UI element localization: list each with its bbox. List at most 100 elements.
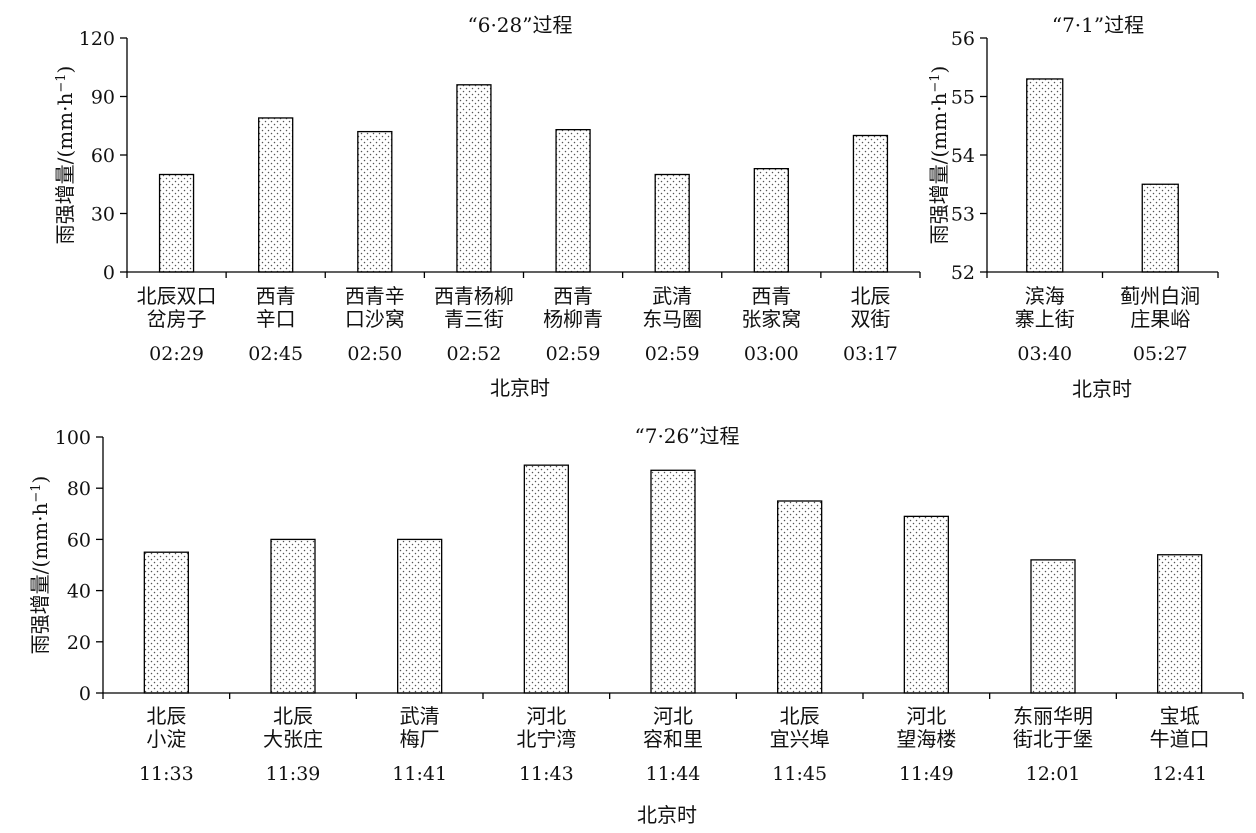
bar <box>523 464 569 694</box>
category-label-line2: 宜兴埠 <box>770 727 830 751</box>
category-time-label: 12:01 <box>1026 763 1081 785</box>
category-label-line2: 梅厂 <box>400 727 440 751</box>
bar <box>1141 183 1179 273</box>
y-tick-label: 120 <box>79 28 115 50</box>
bar <box>143 551 189 694</box>
y-tick-label: 52 <box>951 262 975 284</box>
category-label-line2: 牛道口 <box>1150 727 1210 751</box>
bar <box>753 167 789 273</box>
category-time-label: 12:41 <box>1152 763 1207 785</box>
y-axis-label-close: ) <box>28 476 52 484</box>
bar <box>1030 559 1076 694</box>
category-label-line2: 口沙窝 <box>345 307 405 331</box>
y-axis-label: 雨强增量/(mm·h−1) <box>927 66 951 245</box>
category-label-line1: 东丽华明 <box>1013 704 1093 728</box>
category-time-label: 11:44 <box>646 763 701 785</box>
category-label-line2: 庄果峪 <box>1130 307 1190 331</box>
y-axis-label: 雨强增量/(mm·h−1) <box>28 476 52 655</box>
bar <box>158 173 195 273</box>
category-time-label: 02:50 <box>347 343 402 365</box>
chart-title: “7·26”过程 <box>635 424 740 448</box>
y-tick-label: 53 <box>951 204 975 226</box>
category-label-line2: 容和里 <box>643 727 703 751</box>
category-time-label: 02:59 <box>645 343 700 365</box>
category-time-label: 11:33 <box>139 763 194 785</box>
category-label-line1: 宝坻 <box>1160 704 1200 728</box>
category-label-line1: 蓟州白涧 <box>1120 284 1200 308</box>
y-tick-label: 60 <box>91 145 115 167</box>
x-axis-label: 北京时 <box>1072 377 1132 401</box>
category-label-line2: 杨柳青 <box>543 307 603 331</box>
category-label-line2: 街北于堡 <box>1013 727 1093 751</box>
chart-title: “6·28”过程 <box>468 13 573 37</box>
category-label-line2: 东马圈 <box>642 307 702 331</box>
y-axis-label-exponent: −1 <box>928 73 943 92</box>
y-tick-label: 54 <box>951 145 975 167</box>
category-label-line1: 北辰 <box>850 284 890 308</box>
y-tick-label: 55 <box>951 87 975 109</box>
category-label-line2: 小淀 <box>146 727 186 751</box>
category-time-label: 11:41 <box>392 763 447 785</box>
y-tick-label: 20 <box>67 632 91 654</box>
y-tick-label: 100 <box>55 427 91 449</box>
bar <box>456 84 492 273</box>
x-axis-label: 北京时 <box>637 803 697 827</box>
bar <box>397 538 443 694</box>
y-tick-label: 90 <box>91 87 115 109</box>
bar <box>357 130 393 273</box>
y-tick-label: 56 <box>951 28 975 50</box>
category-label-line2: 青三街 <box>444 307 504 331</box>
category-time-label: 02:45 <box>248 343 303 365</box>
category-label-line1: 武清 <box>400 704 440 728</box>
bar <box>654 173 690 273</box>
category-label-line1: 西青 <box>553 284 593 308</box>
y-tick-label: 60 <box>67 529 91 551</box>
bar <box>1157 554 1203 694</box>
bar <box>258 117 294 273</box>
category-label-line1: 西青杨柳 <box>434 284 514 308</box>
category-time-label: 03:40 <box>1017 343 1072 365</box>
category-time-label: 11:39 <box>266 763 321 785</box>
y-axis-label-main: 雨强增量/(mm·h <box>927 93 951 245</box>
category-label-line1: 西青 <box>256 284 296 308</box>
category-label-line2: 望海楼 <box>896 727 956 751</box>
category-time-label: 02:52 <box>447 343 502 365</box>
category-time-label: 02:59 <box>546 343 601 365</box>
bar <box>270 538 316 694</box>
category-time-label: 02:29 <box>149 343 204 365</box>
category-label-line2: 辛口 <box>256 307 296 331</box>
y-tick-label: 80 <box>67 478 91 500</box>
y-axis-label-main: 雨强增量/(mm·h <box>53 93 77 245</box>
y-tick-label: 30 <box>91 204 115 226</box>
bar <box>1026 78 1064 273</box>
bar <box>555 128 591 273</box>
chart-title: “7·1”过程 <box>1052 13 1144 37</box>
y-axis-label-main: 雨强增量/(mm·h <box>28 503 52 655</box>
category-label-line1: 河北 <box>526 704 566 728</box>
category-time-label: 03:17 <box>843 343 898 365</box>
category-label-line1: 武清 <box>652 284 692 308</box>
bar <box>852 134 889 273</box>
category-label-line1: 西青辛 <box>345 284 405 308</box>
category-label-line1: 河北 <box>653 704 693 728</box>
y-axis-label-exponent: −1 <box>29 483 44 502</box>
y-tick-label: 40 <box>67 581 91 603</box>
category-time-label: 11:45 <box>772 763 827 785</box>
category-label-line2: 大张庄 <box>263 727 323 751</box>
y-axis-label: 雨强增量/(mm·h−1) <box>53 66 77 245</box>
y-tick-label: 0 <box>103 262 115 284</box>
category-time-label: 03:00 <box>744 343 799 365</box>
category-label-line1: 滨海 <box>1025 284 1065 308</box>
y-axis-label-exponent: −1 <box>54 73 69 92</box>
category-label-line2: 寨上街 <box>1015 307 1075 331</box>
category-time-label: 11:43 <box>519 763 574 785</box>
category-label-line1: 北辰双口 <box>137 284 217 308</box>
x-axis-label: 北京时 <box>490 376 550 400</box>
category-label-line1: 河北 <box>906 704 946 728</box>
bar <box>650 469 696 694</box>
category-label-line2: 岔房子 <box>147 307 207 331</box>
bar <box>777 500 823 694</box>
